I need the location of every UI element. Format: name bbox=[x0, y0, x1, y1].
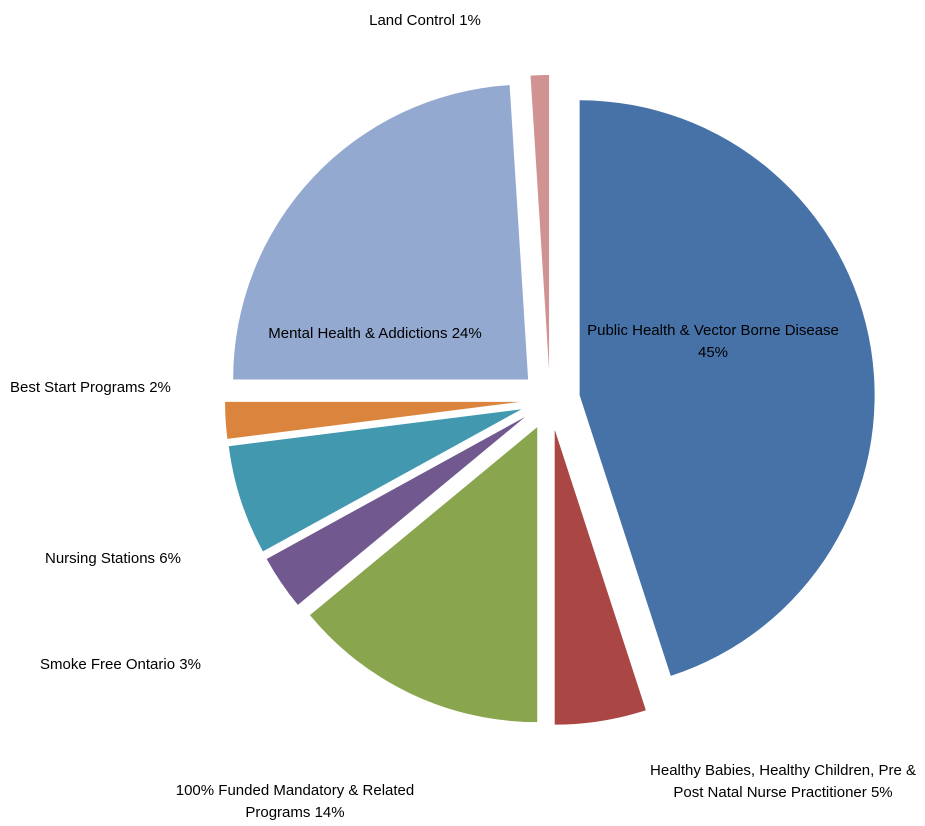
pie-slice bbox=[579, 100, 875, 676]
slice-label: 100% Funded Mandatory & Related Programs… bbox=[165, 780, 425, 824]
category-label: 100% Funded Mandatory & Related Programs bbox=[175, 782, 415, 821]
slice-label: Nursing Stations 6% bbox=[45, 548, 305, 570]
slice-label: Best Start Programs 2% bbox=[10, 377, 270, 399]
pie-slice bbox=[530, 75, 550, 371]
category-label: Best Start Programs bbox=[10, 379, 146, 396]
category-label: Healthy Babies, Healthy Children, Pre & … bbox=[650, 762, 916, 801]
category-label: Nursing Stations bbox=[45, 550, 156, 567]
slice-label: Smoke Free Ontario 3% bbox=[40, 654, 300, 676]
value-label: 2% bbox=[149, 379, 171, 396]
value-label: 6% bbox=[159, 550, 181, 567]
pie-slice bbox=[233, 85, 529, 380]
slice-label: Healthy Babies, Healthy Children, Pre & … bbox=[638, 760, 925, 804]
pie-slice bbox=[228, 409, 522, 552]
slice-label: Mental Health & Addictions 24% bbox=[225, 323, 525, 345]
value-label: 14% bbox=[314, 804, 345, 821]
category-label: Smoke Free Ontario bbox=[40, 656, 176, 673]
value-label: 1% bbox=[459, 12, 481, 29]
pie-slice bbox=[225, 401, 521, 439]
slice-label: Public Health & Vector Borne Disease 45% bbox=[583, 320, 843, 364]
category-label: Public Health & Vector Borne Disease bbox=[587, 322, 839, 339]
value-label: 5% bbox=[870, 784, 893, 801]
pie-slice bbox=[554, 429, 646, 725]
value-label: 45% bbox=[697, 344, 729, 361]
value-label: 3% bbox=[179, 656, 201, 673]
value-label: 24% bbox=[451, 325, 482, 342]
slice-label: Land Control 1% bbox=[330, 10, 520, 32]
category-label: Mental Health & Addictions bbox=[268, 325, 448, 342]
category-label: Land Control bbox=[369, 12, 456, 29]
pie-slice bbox=[266, 416, 526, 605]
pie-slice bbox=[309, 427, 538, 723]
